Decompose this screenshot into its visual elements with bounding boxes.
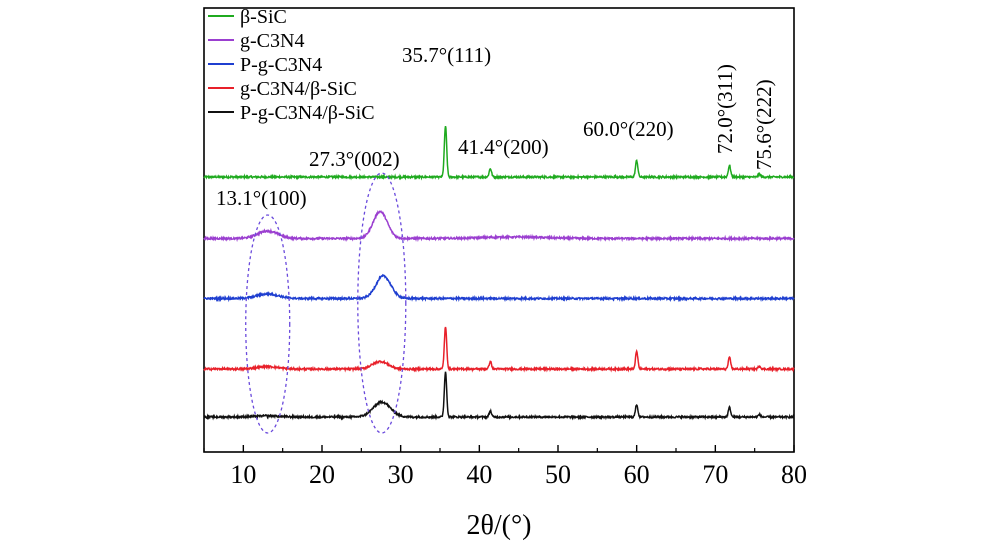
legend-label-1: g-C3N4 bbox=[240, 30, 304, 52]
x-tick-label-6: 70 bbox=[702, 460, 728, 489]
series-line-4 bbox=[203, 371, 795, 421]
series-line-3 bbox=[203, 326, 795, 373]
series-line-0 bbox=[203, 125, 795, 181]
highlight-ellipse-1 bbox=[357, 172, 407, 434]
peak-label-5: 27.3°(002) bbox=[309, 147, 400, 171]
x-tick-label-4: 50 bbox=[545, 460, 571, 489]
series-line-1 bbox=[203, 210, 795, 243]
x-tick-label-1: 20 bbox=[309, 460, 335, 489]
peak-label-4: 75.6°(222) bbox=[752, 79, 776, 170]
x-tick-label-2: 30 bbox=[388, 460, 414, 489]
legend-label-3: g-C3N4/β-SiC bbox=[240, 78, 357, 100]
peak-label-1: 41.4°(200) bbox=[458, 135, 549, 159]
highlight-ellipse-0 bbox=[245, 214, 291, 434]
peak-label-3: 72.0°(311) bbox=[713, 64, 737, 154]
plot-frame bbox=[203, 7, 795, 453]
x-tick-label-5: 60 bbox=[624, 460, 650, 489]
legend-label-4: P-g-C3N4/β-SiC bbox=[240, 102, 375, 124]
peak-label-2: 60.0°(220) bbox=[583, 117, 674, 141]
x-axis-title: 2θ/(°) bbox=[466, 510, 531, 541]
x-tick-label-0: 10 bbox=[230, 460, 256, 489]
peak-label-0: 35.7°(111) bbox=[402, 43, 491, 67]
peak-label-6: 13.1°(100) bbox=[216, 186, 307, 210]
x-tick-label-7: 80 bbox=[781, 460, 807, 489]
legend-label-0: β-SiC bbox=[240, 6, 287, 28]
series-line-2 bbox=[203, 273, 795, 303]
x-tick-label-3: 40 bbox=[466, 460, 492, 489]
legend-label-2: P-g-C3N4 bbox=[240, 54, 322, 76]
